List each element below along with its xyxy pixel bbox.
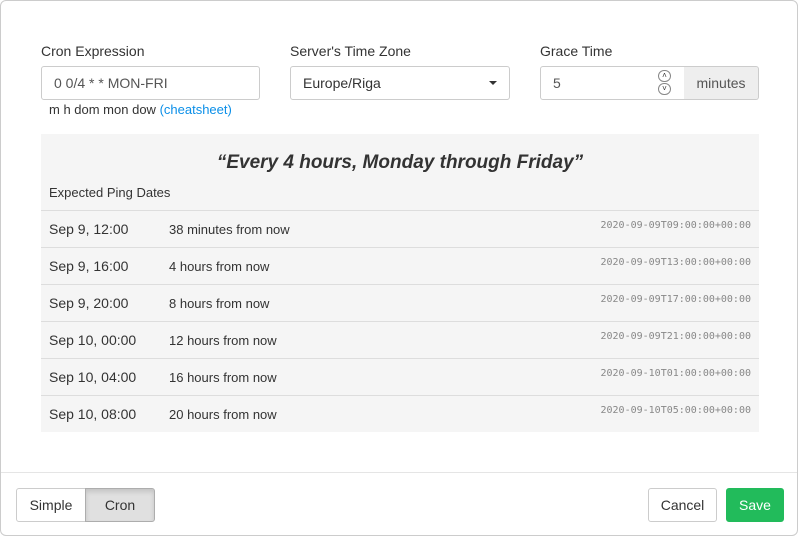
ping-relative: 4 hours from now — [169, 259, 270, 274]
timezone-value: Europe/Riga — [303, 75, 381, 91]
ping-date: Sep 10, 04:00 — [49, 369, 137, 385]
preview-panel: “Every 4 hours, Monday through Friday” E… — [41, 134, 759, 432]
ping-iso: 2020-09-09T09:00:00+00:00 — [600, 220, 751, 231]
chevron-down-icon[interactable]: ˅ — [658, 83, 671, 95]
cancel-button[interactable]: Cancel — [648, 488, 717, 522]
grace-unit: minutes — [684, 66, 759, 100]
grace-label: Grace Time — [540, 43, 613, 59]
ping-date: Sep 9, 16:00 — [49, 258, 129, 274]
ping-relative: 8 hours from now — [169, 296, 270, 311]
ping-relative: 20 hours from now — [169, 407, 277, 422]
cron-description: “Every 4 hours, Monday through Friday” — [216, 152, 584, 173]
grace-spinner[interactable]: ˄ ˅ — [658, 70, 672, 96]
ping-relative: 38 minutes from now — [169, 222, 290, 237]
table-row: Sep 9, 16:00 4 hours from now 2020-09-09T1… — [41, 247, 759, 284]
cron-hint: m h dom mon dow (cheatsheet) — [49, 102, 232, 117]
ping-dates-table: Sep 9, 12:00 38 minutes from now 2020-09-0… — [41, 210, 759, 432]
ping-date: Sep 10, 08:00 — [49, 406, 137, 422]
table-row: Sep 9, 20:00 8 hours from now 2020-09-09T1… — [41, 284, 759, 321]
ping-iso: 2020-09-10T05:00:00+00:00 — [600, 405, 751, 416]
cron-hint-text: m h dom mon dow — [49, 102, 156, 117]
cron-tab-button[interactable]: Cron — [85, 488, 155, 522]
footer-divider — [1, 472, 797, 473]
ping-date: Sep 9, 20:00 — [49, 295, 129, 311]
simple-tab-button[interactable]: Simple — [16, 488, 86, 522]
ping-date: Sep 10, 00:00 — [49, 332, 137, 348]
tz-label: Server's Time Zone — [290, 43, 411, 59]
ping-iso: 2020-09-09T13:00:00+00:00 — [600, 257, 751, 268]
ping-iso: 2020-09-09T17:00:00+00:00 — [600, 294, 751, 305]
chevron-up-icon[interactable]: ˄ — [658, 70, 671, 82]
table-row: Sep 9, 12:00 38 minutes from now 2020-09-0… — [41, 210, 759, 247]
ping-date: Sep 9, 12:00 — [49, 221, 129, 237]
cheatsheet-link[interactable]: (cheatsheet) — [159, 102, 232, 117]
cron-input[interactable]: 0 0/4 * * MON-FRI — [41, 66, 260, 100]
ping-iso: 2020-09-10T01:00:00+00:00 — [600, 368, 751, 379]
expected-ping-label: Expected Ping Dates — [49, 185, 171, 200]
table-row: Sep 10, 04:00 16 hours from now 2020-09-10… — [41, 358, 759, 395]
cron-label: Cron Expression — [41, 43, 145, 59]
table-row: Sep 10, 00:00 12 hours from now 2020-09-09… — [41, 321, 759, 358]
timezone-select[interactable]: Europe/Riga — [290, 66, 510, 100]
caret-down-icon — [489, 81, 497, 85]
ping-iso: 2020-09-09T21:00:00+00:00 — [600, 331, 751, 342]
save-button[interactable]: Save — [726, 488, 784, 522]
table-row: Sep 10, 08:00 20 hours from now 2020-09-10… — [41, 395, 759, 432]
ping-relative: 12 hours from now — [169, 333, 277, 348]
ping-relative: 16 hours from now — [169, 370, 277, 385]
